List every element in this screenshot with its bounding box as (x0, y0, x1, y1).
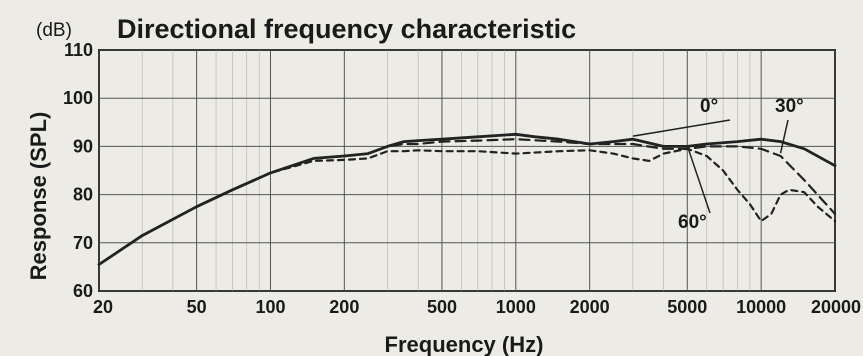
tick-labels: 20 50 100 200 500 1000 2000 5000 10000 20000 60 70 8… (63, 40, 861, 317)
y-tick-label: 100 (63, 88, 93, 108)
x-tick-label: 5000 (667, 297, 707, 317)
annotation-leader (632, 119, 731, 137)
x-tick-label: 20 (93, 297, 113, 317)
chart-title: Directional frequency characteristic (117, 14, 576, 44)
x-tick-label: 2000 (570, 297, 610, 317)
series-line (97, 147, 837, 266)
x-tick-label: 20000 (811, 297, 861, 317)
plot-frame (98, 49, 836, 292)
y-tick-label: 110 (64, 40, 93, 60)
annotation-label: 0° (700, 96, 718, 117)
annotation-label: 60° (678, 212, 707, 233)
x-tick-label: 100 (255, 297, 285, 317)
y-tick-label: 60 (73, 281, 93, 301)
y-axis-title: Response (SPL) (26, 112, 51, 281)
x-tick-label: 1000 (496, 297, 536, 317)
grid (98, 49, 836, 292)
x-axis-title: Frequency (Hz) (385, 332, 544, 356)
x-tick-label: 10000 (736, 297, 786, 317)
y-tick-label: 90 (73, 136, 93, 156)
y-tick-label: 80 (73, 185, 93, 205)
unit-label: (dB) (36, 20, 72, 41)
y-tick-label: 70 (73, 233, 93, 253)
annotation-leader (779, 119, 789, 154)
series-line (97, 132, 837, 266)
x-tick-label: 500 (427, 297, 457, 317)
annotation-leader (686, 145, 711, 214)
series (97, 132, 837, 266)
x-tick-label: 200 (329, 297, 359, 317)
annotation-label: 30° (775, 96, 804, 117)
x-tick-label: 50 (187, 297, 207, 317)
annotations: 0° 30° 60° (632, 96, 804, 233)
